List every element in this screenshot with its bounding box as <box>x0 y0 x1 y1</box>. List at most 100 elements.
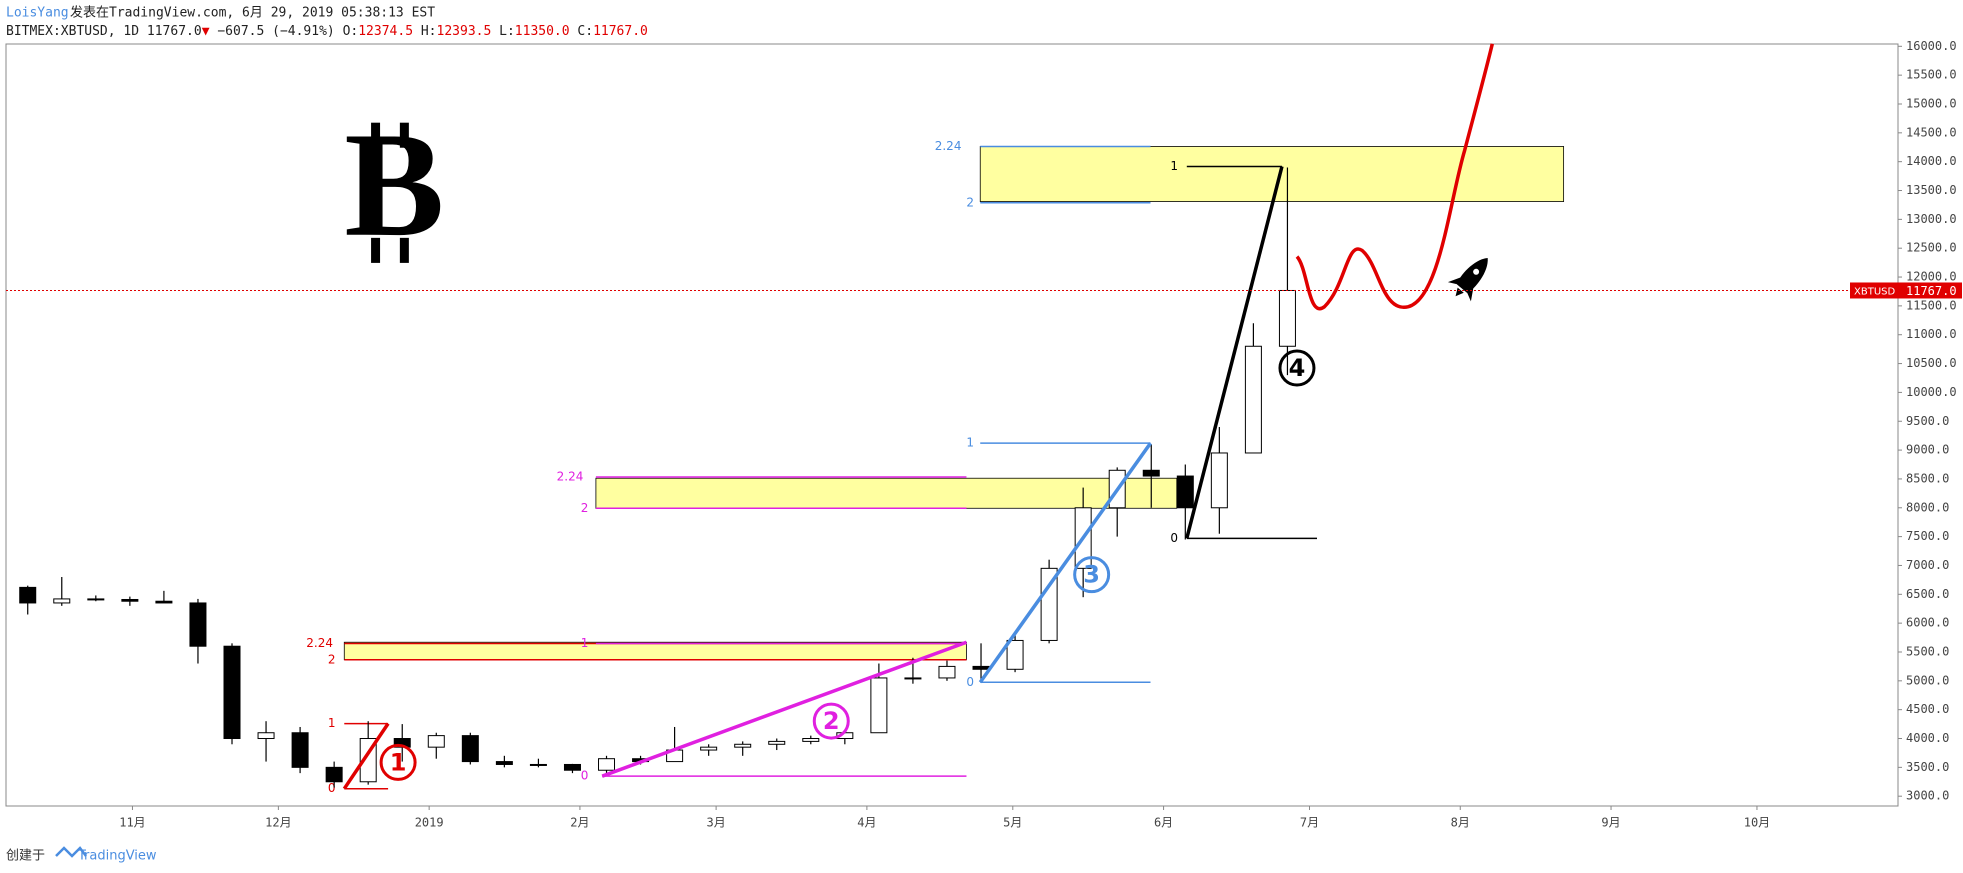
price-tag-value: 11767.0 <box>1906 284 1957 298</box>
rocket-window <box>1473 268 1480 275</box>
published: 发表在TradingView.com, 6月 29, 2019 05:38:13… <box>70 5 435 21</box>
fib-level-label: 2.24 <box>306 636 333 650</box>
l-key: L: <box>499 24 515 39</box>
x-tick-label: 2月 <box>570 816 589 830</box>
fib-level-label: 0 <box>328 781 336 795</box>
candle-body <box>87 598 105 601</box>
y-tick-label: 6500.0 <box>1906 587 1949 601</box>
y-tick-label: 4000.0 <box>1906 731 1949 745</box>
candle-body <box>563 763 581 771</box>
footer-created: 创建于 <box>6 849 45 864</box>
candle-body <box>189 602 207 647</box>
price-tag-symbol: XBTUSD <box>1854 286 1895 297</box>
wave-circle <box>1278 349 1316 387</box>
wave-label: 1 <box>390 748 407 776</box>
candle-body <box>1244 345 1262 454</box>
candle-body <box>1278 289 1296 347</box>
wave-circle <box>812 702 850 740</box>
candle-body <box>529 763 547 766</box>
y-tick-label: 9000.0 <box>1906 443 1949 457</box>
candle-body <box>291 732 309 768</box>
h-value: 12393.5 <box>437 24 492 39</box>
y-tick-label: 10000.0 <box>1906 385 1957 399</box>
author[interactable]: LoisYang <box>6 6 69 21</box>
c-key: C: <box>577 24 593 39</box>
candle-body <box>223 645 241 740</box>
arrow: ▼ <box>202 24 210 39</box>
candle-body <box>904 677 922 680</box>
wave-circle <box>379 743 417 781</box>
candle-body <box>155 600 173 604</box>
y-tick-label: 6000.0 <box>1906 616 1949 630</box>
y-tick-label: 10500.0 <box>1906 356 1957 370</box>
target-zone <box>979 146 1565 202</box>
brand-logo <box>55 846 87 858</box>
candle-body <box>53 598 71 604</box>
candle-body <box>1142 469 1160 477</box>
y-tick-label: 15000.0 <box>1906 96 1957 110</box>
fib-level-label: 2.24 <box>557 469 584 483</box>
trend-leg <box>601 640 968 778</box>
wave-label: 4 <box>1289 354 1306 382</box>
change: −607.5 (−4.91%) <box>217 24 334 39</box>
fib-level-label: 0 <box>1170 531 1178 545</box>
fib-level-label: 1 <box>581 636 589 650</box>
x-tick-label: 4月 <box>857 816 876 830</box>
trend-leg <box>342 722 390 790</box>
fib-level-label: 0 <box>966 675 974 689</box>
candle-body <box>461 735 479 763</box>
last: 11767.0 <box>147 24 202 39</box>
x-tick-label: 7月 <box>1300 816 1319 830</box>
x-tick-label: 10月 <box>1744 816 1770 830</box>
l-value: 11350.0 <box>515 24 570 39</box>
candle-body <box>734 743 752 748</box>
y-tick-label: 3000.0 <box>1906 789 1949 803</box>
wave-circle <box>1073 556 1111 594</box>
x-tick-label: 2019 <box>415 816 444 830</box>
fib-level-label: 2 <box>328 652 336 666</box>
fib-level-label: 1 <box>1170 159 1178 173</box>
target-zone <box>595 477 1178 509</box>
symbol: BITMEX:XBTUSD, 1D <box>6 24 139 39</box>
rocket-fins <box>1447 276 1474 302</box>
y-tick-label: 9500.0 <box>1906 414 1949 428</box>
fib-level-label: 1 <box>328 716 336 730</box>
y-tick-label: 12500.0 <box>1906 241 1957 255</box>
y-tick-label: 7500.0 <box>1906 529 1949 543</box>
candle-body <box>1210 452 1228 509</box>
x-tick-label: 5月 <box>1003 816 1022 830</box>
y-tick-label: 13000.0 <box>1906 212 1957 226</box>
o-key: O: <box>343 24 359 39</box>
y-tick-label: 5500.0 <box>1906 644 1949 658</box>
x-tick-label: 9月 <box>1601 816 1620 830</box>
candle-body <box>1176 475 1194 509</box>
fib-level-label: 2.24 <box>935 139 962 153</box>
symbol-legend: BITMEX:XBTUSD, 1D 11767.0▼ −607.5 (−4.91… <box>6 24 648 39</box>
trend-leg <box>1185 166 1284 539</box>
candle-body <box>495 761 513 765</box>
y-tick-label: 11500.0 <box>1906 298 1957 312</box>
footer-brand[interactable]: TradingView <box>77 849 157 864</box>
fib-level-label: 2 <box>966 195 974 209</box>
candle-body <box>1040 567 1058 641</box>
rocket-icon <box>1447 258 1488 302</box>
fib-level-label: 2 <box>581 501 589 515</box>
y-tick-label: 12000.0 <box>1906 270 1957 284</box>
candle-body <box>325 766 343 783</box>
y-tick-label: 5000.0 <box>1906 673 1949 687</box>
x-tick-label: 11月 <box>119 816 145 830</box>
candle-body <box>121 598 139 602</box>
candle-body <box>938 665 956 679</box>
y-tick-label: 16000.0 <box>1906 39 1957 53</box>
fib-level-label: 1 <box>966 436 974 450</box>
trend-leg <box>978 442 1152 684</box>
y-tick-label: 11000.0 <box>1906 327 1957 341</box>
candle-body <box>802 738 820 742</box>
y-tick-label: 8500.0 <box>1906 471 1949 485</box>
wave-label: 2 <box>823 707 840 735</box>
rocket-body <box>1456 258 1488 294</box>
candle-body <box>427 735 445 748</box>
y-tick-label: 14000.0 <box>1906 154 1957 168</box>
